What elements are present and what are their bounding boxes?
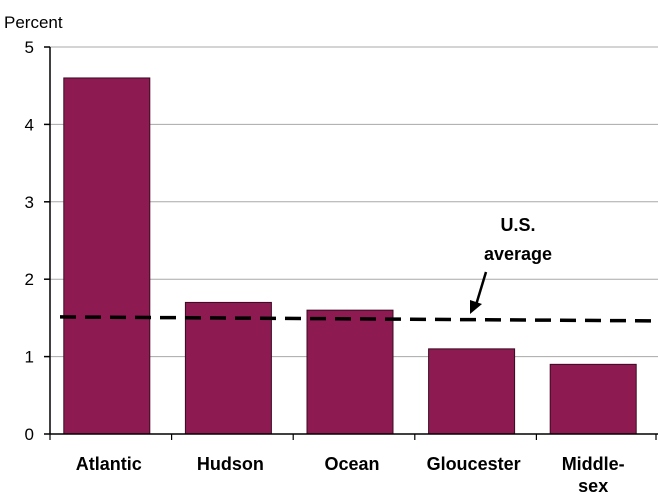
category-label: Middle- bbox=[562, 454, 625, 474]
category-label: Hudson bbox=[197, 454, 264, 474]
y-axis-label: Percent bbox=[4, 13, 63, 32]
y-tick-label: 0 bbox=[25, 425, 34, 444]
bar bbox=[549, 363, 637, 435]
category-label: Gloucester bbox=[427, 454, 521, 474]
bar bbox=[184, 301, 272, 435]
bar bbox=[306, 309, 394, 435]
annotation-arrow bbox=[470, 271, 488, 314]
annotation-line-2: average bbox=[484, 244, 552, 264]
annotation-line-1: U.S. bbox=[500, 215, 535, 235]
gridlines bbox=[50, 46, 658, 358]
arrow-head bbox=[470, 300, 482, 314]
bar bbox=[428, 348, 516, 435]
category-label: sex bbox=[578, 476, 608, 496]
bar bbox=[63, 77, 151, 435]
y-tick-label: 3 bbox=[25, 193, 34, 212]
y-tick-label: 5 bbox=[25, 38, 34, 57]
y-tick-label: 2 bbox=[25, 270, 34, 289]
y-tick-labels: 0 1 2 3 4 5 bbox=[25, 38, 34, 444]
axes bbox=[44, 46, 658, 440]
y-tick-label: 1 bbox=[25, 348, 34, 367]
category-label: Atlantic bbox=[76, 454, 142, 474]
category-label: Ocean bbox=[324, 454, 379, 474]
arrow-shaft bbox=[474, 271, 488, 306]
category-labels: Atlantic Hudson Ocean Gloucester Middle-sex bbox=[76, 454, 625, 496]
y-tick-label: 4 bbox=[25, 115, 34, 134]
bars bbox=[63, 77, 637, 435]
